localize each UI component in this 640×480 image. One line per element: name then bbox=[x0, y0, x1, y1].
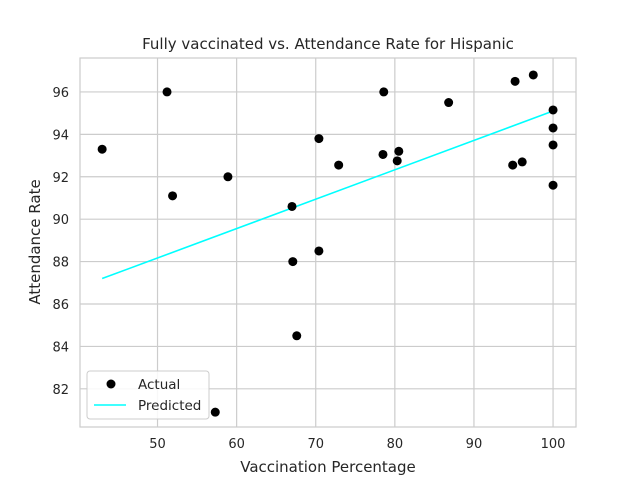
plot-frame bbox=[79, 57, 577, 428]
x-tick-label: 50 bbox=[149, 437, 166, 452]
actual-point bbox=[314, 246, 324, 256]
x-tick-labels: 50 60 70 80 90 100 bbox=[149, 437, 565, 452]
x-tick-label: 100 bbox=[541, 437, 566, 452]
actual-point bbox=[444, 98, 454, 108]
actual-point bbox=[97, 144, 107, 154]
plot-area bbox=[80, 58, 576, 427]
actual-point bbox=[292, 331, 302, 341]
y-axis-label: Attendance Rate bbox=[26, 179, 44, 304]
y-tick-label: 92 bbox=[52, 171, 69, 186]
actual-point bbox=[548, 123, 558, 133]
actual-points-layer bbox=[97, 70, 558, 417]
actual-point bbox=[378, 149, 388, 159]
actual-point bbox=[510, 76, 520, 86]
actual-point bbox=[168, 191, 178, 201]
legend-predicted-label: Predicted bbox=[138, 398, 201, 414]
x-tick-label: 80 bbox=[387, 437, 404, 452]
actual-point bbox=[334, 160, 344, 170]
y-tick-label: 82 bbox=[52, 383, 69, 398]
y-tick-label: 88 bbox=[52, 256, 69, 271]
y-tick-label: 96 bbox=[52, 86, 69, 101]
y-tick-labels: 82 84 86 88 90 92 94 96 bbox=[52, 86, 69, 398]
actual-point bbox=[394, 146, 404, 156]
actual-point bbox=[392, 156, 402, 166]
actual-point bbox=[287, 201, 297, 211]
actual-point bbox=[528, 70, 538, 80]
actual-point bbox=[288, 257, 298, 267]
legend-actual-label: Actual bbox=[138, 377, 180, 393]
predicted-line-layer bbox=[101, 110, 554, 280]
y-tick-label: 94 bbox=[52, 128, 69, 143]
actual-point bbox=[548, 105, 558, 115]
actual-point bbox=[508, 160, 518, 170]
actual-point bbox=[517, 157, 527, 167]
y-tick-label: 86 bbox=[52, 298, 69, 313]
actual-point bbox=[223, 172, 233, 182]
y-tick-label: 90 bbox=[52, 213, 69, 228]
y-gridlines bbox=[80, 91, 576, 390]
legend: Actual Predicted bbox=[86, 370, 210, 420]
actual-point bbox=[379, 87, 389, 97]
chart-title: Fully vaccinated vs. Attendance Rate for… bbox=[142, 35, 514, 53]
actual-point bbox=[548, 140, 558, 150]
x-tick-label: 90 bbox=[466, 437, 483, 452]
y-tick-label: 84 bbox=[52, 340, 69, 355]
predicted-line bbox=[101, 110, 554, 280]
legend-actual-marker bbox=[106, 379, 116, 389]
actual-point bbox=[548, 180, 558, 190]
x-tick-label: 60 bbox=[228, 437, 245, 452]
x-axis-label: Vaccination Percentage bbox=[240, 458, 416, 476]
actual-point bbox=[162, 87, 172, 97]
x-tick-label: 70 bbox=[307, 437, 324, 452]
x-gridlines bbox=[156, 58, 554, 427]
actual-point bbox=[314, 134, 324, 144]
actual-point bbox=[210, 407, 220, 417]
legend-box bbox=[86, 370, 210, 420]
